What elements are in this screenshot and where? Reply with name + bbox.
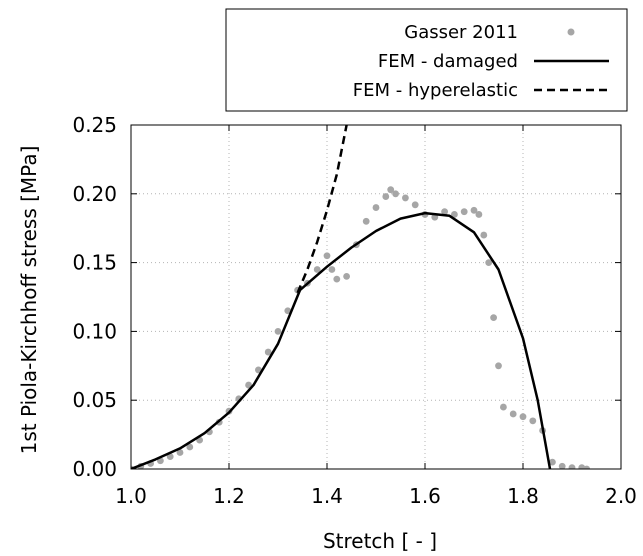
data-point — [549, 458, 556, 466]
series-damaged-line — [131, 211, 552, 469]
y-tick-label: 0.20 — [72, 182, 117, 206]
series-hyperelastic-line — [296, 125, 348, 294]
y-tick-label: 0.15 — [72, 251, 117, 275]
data-point — [274, 328, 282, 335]
legend-label-gasser: Gasser 2011 — [404, 22, 518, 43]
data-point — [333, 275, 341, 283]
legend: Gasser 2011 FEM - damaged FEM - hyperela… — [225, 8, 628, 112]
x-tick-label: 2.0 — [605, 484, 637, 508]
data-point — [509, 410, 517, 418]
data-point — [480, 231, 488, 239]
data-point — [519, 413, 527, 421]
x-axis-label: Stretch [ - ] — [323, 529, 437, 553]
data-point — [176, 449, 184, 456]
x-tick-label: 1.4 — [311, 484, 343, 508]
data-point — [578, 464, 586, 469]
data-point — [500, 403, 507, 411]
data-point — [313, 266, 321, 273]
x-tick-label: 1.0 — [115, 484, 147, 508]
legend-label-hyperelastic: FEM - hyperelastic — [353, 80, 518, 101]
data-point — [392, 190, 399, 198]
data-point — [529, 417, 537, 425]
data-point — [451, 211, 458, 218]
data-point — [495, 362, 502, 370]
data-point — [328, 266, 336, 273]
data-point — [323, 252, 331, 260]
legend-label-damaged: FEM - damaged — [378, 51, 518, 72]
data-point — [362, 217, 370, 225]
x-tick-label: 1.8 — [507, 484, 539, 508]
data-point — [186, 443, 194, 451]
data-point — [402, 194, 409, 202]
y-tick-label: 0.05 — [72, 388, 117, 412]
data-point — [264, 348, 272, 356]
data-point — [441, 208, 448, 216]
plot-frame — [130, 124, 622, 470]
data-point — [583, 465, 591, 469]
data-point — [475, 211, 483, 218]
plot-series — [131, 125, 591, 469]
data-point — [568, 464, 576, 469]
data-point — [382, 193, 390, 200]
x-tick-label: 1.2 — [213, 484, 245, 508]
data-point — [343, 272, 350, 280]
y-tick-label: 0.00 — [72, 457, 117, 481]
axis-ticks: 1.0 1.2 1.4 1.6 1.8 2.0 0.00 0.05 0.10 0.15 0.20 0.… — [72, 113, 636, 508]
data-point — [245, 381, 253, 389]
y-axis-label: 1st Piola-Kirchhoff stress [MPa] — [17, 146, 41, 455]
data-point — [558, 462, 566, 469]
data-point — [485, 259, 493, 266]
grid-lines — [131, 125, 621, 469]
data-point — [490, 314, 497, 322]
data-point — [372, 204, 380, 211]
data-point — [470, 206, 478, 214]
y-tick-label: 0.25 — [72, 113, 117, 137]
legend-marker-gasser — [567, 28, 575, 36]
data-point — [411, 201, 419, 209]
data-point — [387, 186, 395, 194]
y-tick-label: 0.10 — [72, 319, 117, 343]
series-group — [131, 125, 591, 469]
data-point — [460, 208, 468, 216]
x-tick-label: 1.6 — [409, 484, 441, 508]
